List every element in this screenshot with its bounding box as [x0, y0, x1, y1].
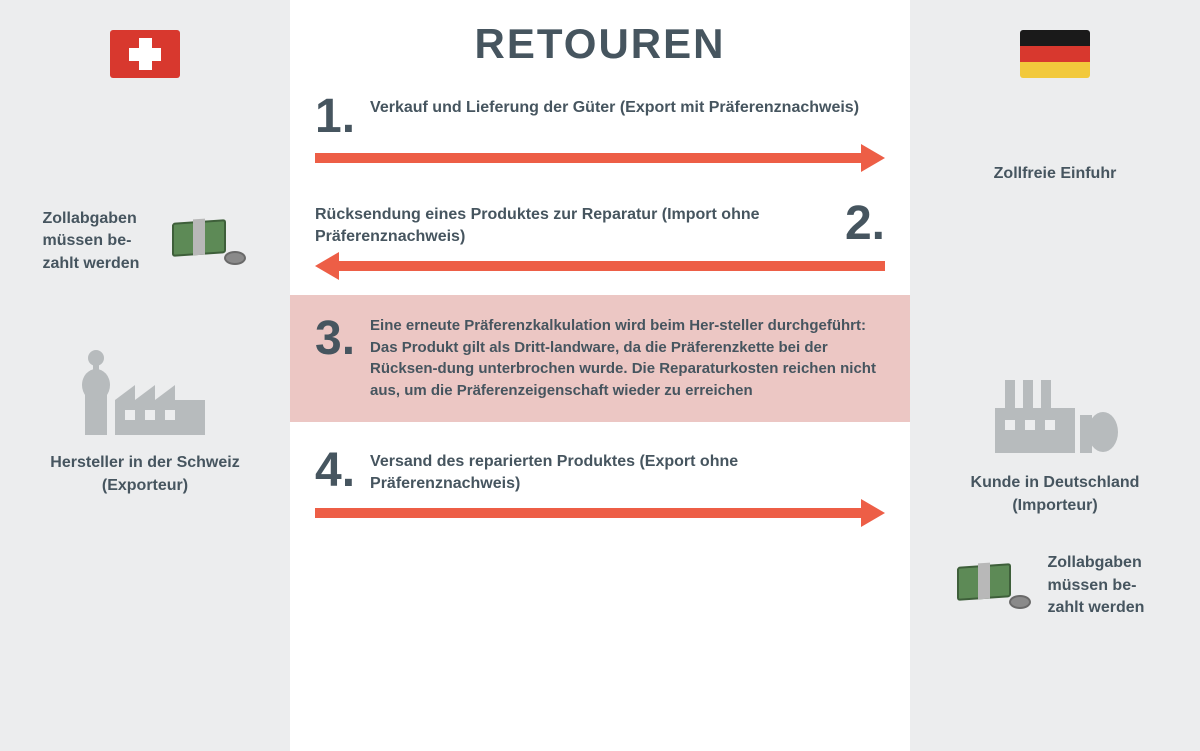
step-2: 2. Rücksendung eines Produktes zur Repar… — [290, 190, 910, 280]
step-3-text: Eine erneute Präferenzkalkulation wird b… — [370, 315, 885, 402]
left-factory-label: Hersteller in der Schweiz (Exporteur) — [20, 452, 270, 497]
right-factory-label: Kunde in Deutschland (Importeur) — [930, 472, 1180, 517]
step-1-num: 1. — [315, 93, 355, 141]
step-2-num: 2. — [845, 200, 885, 248]
right-customs-label: Zollabgaben müssen be-zahlt werden — [1048, 552, 1158, 619]
money-icon — [168, 217, 248, 267]
step-1: 1. Verkauf und Lieferung der Güter (Expo… — [290, 83, 910, 172]
step-1-text: Verkauf und Lieferung der Güter (Export … — [370, 93, 859, 119]
step-4-text: Versand des reparierten Produktes (Expor… — [370, 447, 885, 496]
right-customs-block: Zollabgaben müssen be-zahlt werden — [953, 552, 1158, 619]
right-factory-block: Kunde in Deutschland (Importeur) — [930, 350, 1180, 517]
money-icon — [953, 561, 1033, 611]
arrow-left-icon — [315, 257, 885, 275]
left-customs-block: Zollabgaben müssen be-zahlt werden — [43, 208, 248, 275]
step-3-num: 3. — [315, 315, 355, 363]
german-flag-icon — [1020, 30, 1090, 78]
page-title: RETOUREN — [290, 20, 910, 68]
factory-icon — [985, 350, 1125, 460]
step-4: 4. Versand des reparierten Produktes (Ex… — [290, 437, 910, 527]
swiss-flag-icon — [110, 30, 180, 78]
step-4-num: 4. — [315, 447, 355, 495]
right-column: Zollfreie Einfuhr Kunde in Deutschland (… — [910, 0, 1200, 751]
arrow-right-icon — [315, 149, 885, 167]
center-column: RETOUREN 1. Verkauf und Lieferung der Gü… — [290, 0, 910, 751]
step-2-text: Rücksendung eines Produktes zur Reparatu… — [315, 200, 830, 249]
factory-icon — [75, 330, 215, 440]
left-column: Zollabgaben müssen be-zahlt werden Herst… — [0, 0, 290, 751]
left-customs-label: Zollabgaben müssen be-zahlt werden — [43, 208, 153, 275]
left-factory-block: Hersteller in der Schweiz (Exporteur) — [20, 330, 270, 497]
step-3-highlight-box: 3. Eine erneute Präferenzkalkulation wir… — [290, 295, 910, 422]
arrow-right-icon — [315, 504, 885, 522]
right-import-label: Zollfreie Einfuhr — [994, 163, 1117, 185]
